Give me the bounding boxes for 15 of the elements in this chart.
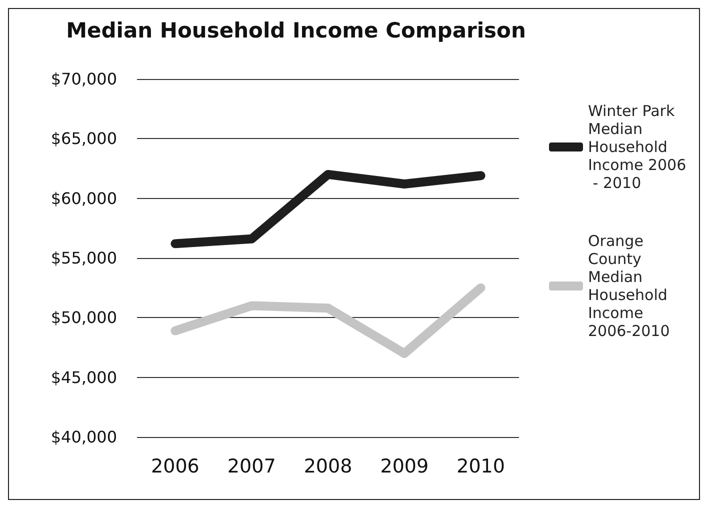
y-tick-label: $70,000 <box>50 70 117 88</box>
x-tick-label: 2009 <box>380 456 429 478</box>
x-tick-label: 2008 <box>304 456 352 478</box>
x-tick-label: 2010 <box>456 456 505 478</box>
x-tick-label: 2007 <box>227 456 276 478</box>
y-tick-label: $40,000 <box>50 428 117 446</box>
legend-label: Winter Park Median Household Income 2006 - 2010 <box>588 102 686 192</box>
legend-label: Orange County Median Household Income 2006-2010 <box>588 232 672 340</box>
y-tick-label: $55,000 <box>50 248 117 268</box>
y-tick-label: $50,000 <box>50 308 117 328</box>
y-tick-label: $65,000 <box>50 129 117 148</box>
x-tick-label: 2006 <box>151 456 200 478</box>
y-tick-label: $60,000 <box>50 188 117 208</box>
chart-title: Median Household Income Comparison <box>66 18 526 42</box>
y-tick-label: $45,000 <box>50 368 117 387</box>
